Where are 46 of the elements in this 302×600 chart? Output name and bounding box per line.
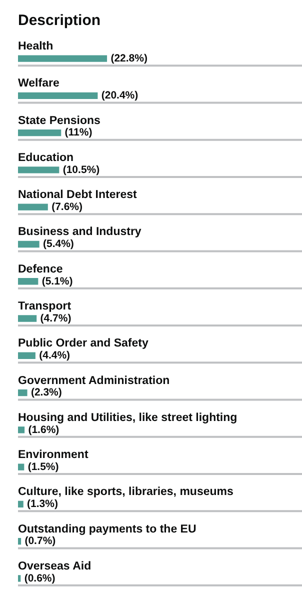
data-label: (5.4%): [43, 238, 74, 250]
bar: [18, 538, 22, 545]
bar: [18, 278, 38, 285]
y-tick-label: Business and Industry: [18, 226, 142, 238]
y-tick-label: Welfare: [18, 78, 60, 90]
data-label: (1.3%): [27, 498, 58, 510]
bar: [18, 55, 108, 62]
y-tick-label: Health: [18, 40, 54, 53]
y-tick-label: Housing and Utilities, like street lighting: [18, 412, 238, 424]
bar: [18, 352, 36, 359]
data-label: (4.7%): [40, 312, 72, 324]
data-label: (2.3%): [30, 386, 62, 399]
y-tick-label: Education: [18, 152, 74, 164]
data-label: (0.6%): [24, 572, 56, 584]
chart-title: Description: [18, 12, 101, 30]
data-label: (1.6%): [28, 424, 60, 436]
bar: [18, 500, 24, 508]
y-tick-label: Outstanding payments to the EU: [18, 523, 196, 536]
y-tick-label: Environment: [18, 449, 88, 462]
y-tick-label: National Debt Interest: [18, 189, 138, 202]
data-label: (7.6%): [52, 200, 83, 213]
data-label: (11%): [64, 126, 92, 139]
y-tick-label: Culture, like sports, libraries, museums: [18, 486, 234, 498]
data-label: (22.8%): [110, 52, 148, 64]
data-label: (1.5%): [28, 460, 59, 473]
bar: [18, 315, 37, 322]
data-label: (10.5%): [62, 164, 100, 176]
y-tick-label: Public Order and Safety: [18, 338, 149, 350]
y-tick-label: Defence: [18, 263, 63, 276]
y-tick-label: State Pensions: [18, 114, 100, 127]
bar: [18, 130, 62, 136]
bar: [18, 166, 60, 174]
bar: [18, 204, 48, 210]
bar: [18, 575, 21, 582]
y-tick-label: Transport: [18, 300, 72, 312]
bar: [18, 426, 25, 434]
data-label: (5.1%): [42, 275, 73, 288]
bar: [18, 389, 28, 396]
data-label: (4.4%): [39, 350, 70, 362]
y-tick-label: Government Administration: [18, 374, 170, 387]
bar: [18, 240, 40, 248]
y-tick-label: Overseas Aid: [18, 560, 92, 572]
bar: [18, 464, 24, 470]
data-label: (20.4%): [101, 90, 138, 102]
bar: [18, 92, 98, 100]
data-label: (0.7%): [24, 535, 56, 548]
